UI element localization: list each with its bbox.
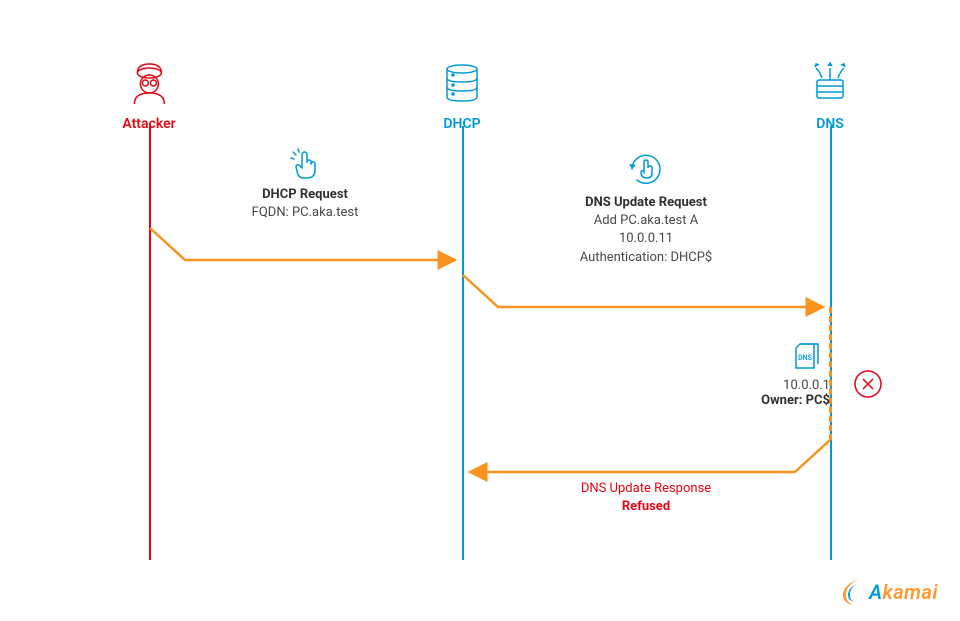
dns-response-block: DNS Update Response Refused bbox=[540, 480, 752, 516]
akamai-wave-icon bbox=[841, 577, 869, 607]
sequence-diagram: Attacker DHCP DNS bbox=[0, 0, 960, 621]
response-title: DNS Update Response bbox=[540, 480, 752, 498]
response-status: Refused bbox=[540, 498, 752, 516]
logo-text: Akamai bbox=[869, 580, 938, 604]
akamai-logo: Akamai bbox=[841, 577, 938, 607]
arrow-dns-response bbox=[0, 0, 960, 621]
